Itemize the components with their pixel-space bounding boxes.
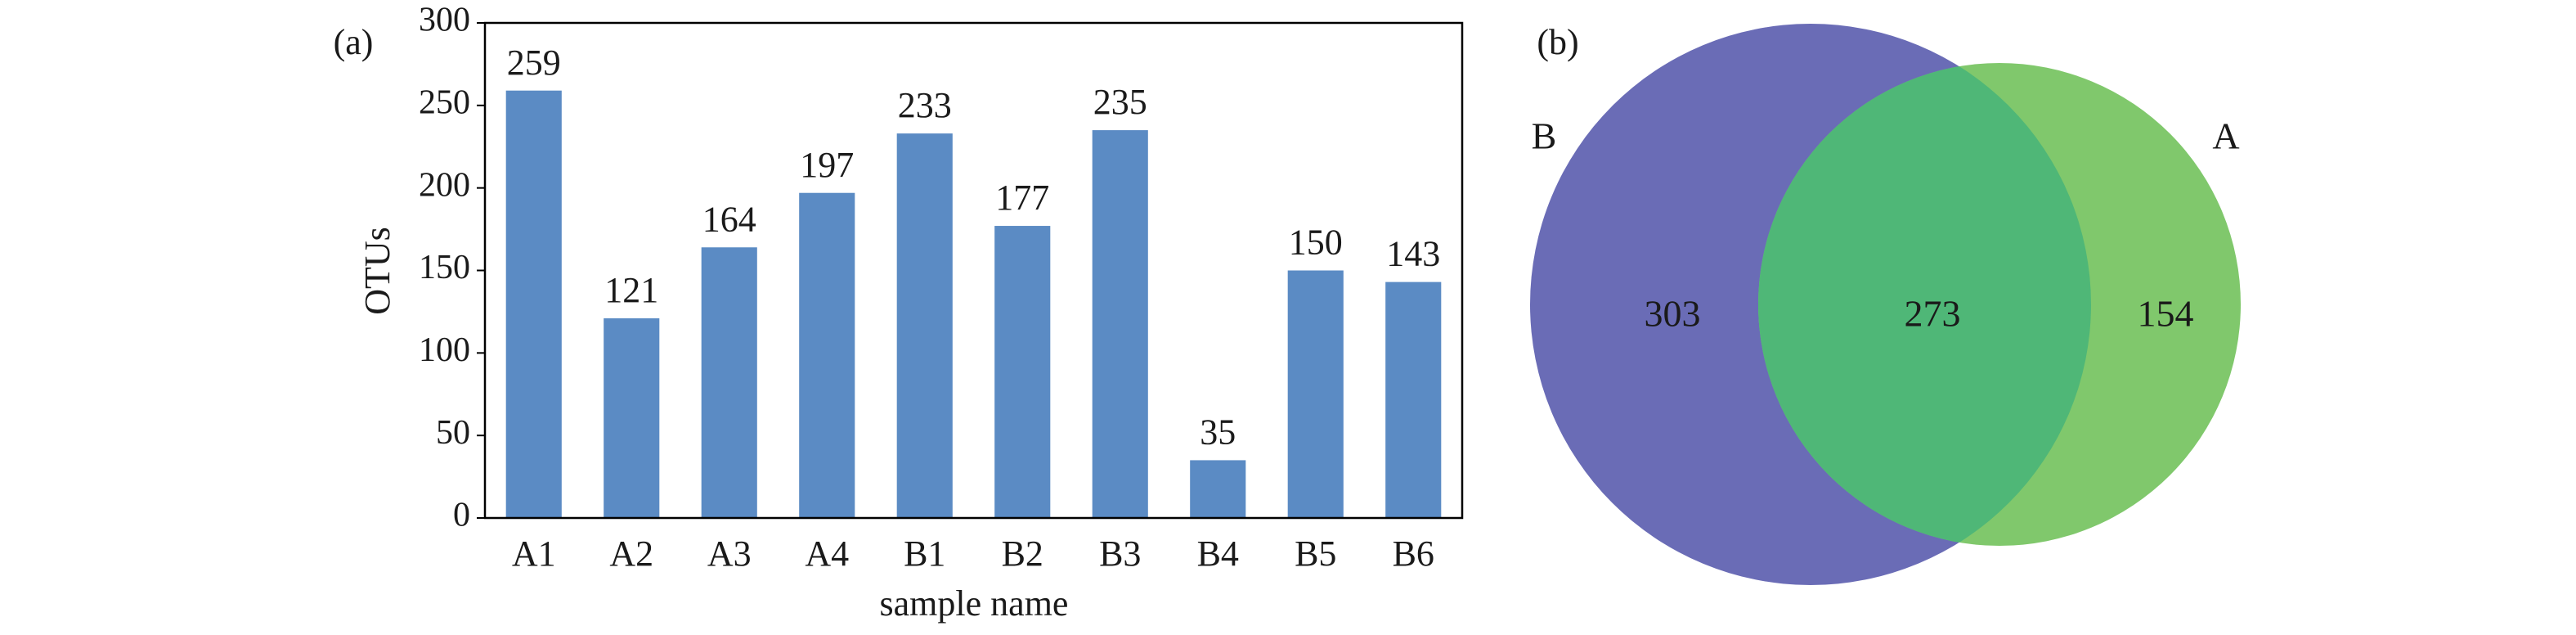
venn-count: 303 <box>1645 293 1701 335</box>
y-tick-label: 0 <box>453 497 470 534</box>
x-tick-label: B3 <box>1099 534 1141 574</box>
bar <box>1092 130 1148 519</box>
bar <box>1190 460 1246 518</box>
value-label: 143 <box>1386 234 1440 274</box>
bar <box>505 90 562 518</box>
value-label: 164 <box>702 199 756 239</box>
x-tick-label: B6 <box>1393 534 1434 574</box>
y-tick-label: 200 <box>419 166 470 204</box>
value-label: 121 <box>604 270 658 310</box>
value-label: 197 <box>800 145 854 185</box>
x-tick-label: B4 <box>1197 534 1239 574</box>
y-tick-label: 50 <box>436 414 470 452</box>
x-tick-label: A1 <box>512 534 556 574</box>
value-label: 259 <box>507 43 561 83</box>
value-label: 233 <box>898 85 952 125</box>
bar <box>1385 281 1442 518</box>
bar <box>896 133 953 518</box>
venn-set-label: A <box>2212 115 2239 157</box>
bar <box>799 192 855 518</box>
y-axis-title: OTUs <box>357 227 397 315</box>
y-tick-label: 300 <box>419 2 470 39</box>
x-tick-label: B5 <box>1295 534 1336 574</box>
venn-set-label: B <box>1532 115 1557 157</box>
bar <box>994 226 1051 518</box>
x-tick-label: B2 <box>1002 534 1043 574</box>
x-tick-label: A2 <box>609 534 653 574</box>
bar <box>701 247 757 518</box>
venn-count: 273 <box>1905 293 1961 335</box>
value-label: 177 <box>995 178 1049 218</box>
bar <box>1287 270 1344 518</box>
x-tick-label: A4 <box>805 534 849 574</box>
x-tick-label: A3 <box>707 534 752 574</box>
value-label: 235 <box>1093 82 1147 122</box>
panel-label: (b) <box>1537 22 1578 62</box>
venn-overlap <box>1758 63 2091 546</box>
value-label: 150 <box>1289 223 1343 263</box>
value-label: 35 <box>1200 412 1236 453</box>
panel-label: (a) <box>334 22 374 62</box>
plot-frame <box>483 21 1464 520</box>
bar <box>604 318 660 518</box>
y-tick-label: 250 <box>419 83 470 121</box>
x-tick-label: B1 <box>904 534 945 574</box>
venn-count: 154 <box>2138 293 2194 335</box>
y-tick-label: 100 <box>419 331 470 369</box>
x-axis-title: sample name <box>880 583 1069 624</box>
y-tick-label: 150 <box>419 249 470 286</box>
